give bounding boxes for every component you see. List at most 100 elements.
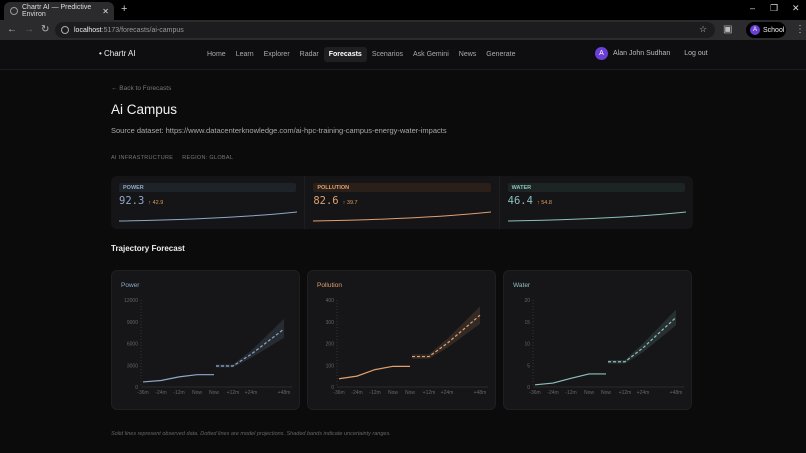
metric-label: POLLUTION xyxy=(313,183,491,192)
profile-button[interactable]: A School xyxy=(746,22,786,38)
x-tick-label: +12m xyxy=(423,390,436,396)
chart-plot: 0 100 200 300 400 -36m -24m -12m Now Now +12m +24m +… xyxy=(326,298,488,396)
close-window-icon[interactable]: ✕ xyxy=(792,3,800,13)
metric-water: WATER 46.4 ↑ 54.8 xyxy=(500,176,693,229)
x-tick-label: +24m xyxy=(637,390,650,396)
back-icon[interactable]: ← xyxy=(7,24,17,35)
nav-link-generate[interactable]: Generate xyxy=(486,51,516,58)
metric-value: 82.6 ↑ 39.7 xyxy=(313,195,490,207)
forecast-chart-pollution: Pollution 0 100 200 300 400 -36m -24m -12m Now Now… xyxy=(307,270,496,410)
x-tick-label: Now xyxy=(209,390,219,396)
user-avatar: A xyxy=(595,47,608,60)
back-to-forecasts-link[interactable]: ← Back to Forecasts xyxy=(111,85,172,92)
chart-plot: 0 3000 6000 9000 12000 -36m -24m -12m Now Now +12m… xyxy=(124,298,292,396)
metric-change: ↑ 42.9 xyxy=(148,200,164,206)
y-tick-label: 100 xyxy=(326,363,335,369)
observed-line xyxy=(534,373,606,386)
x-tick-label: -24m xyxy=(155,390,166,396)
sparkline xyxy=(507,211,686,222)
x-tick-label: +48m xyxy=(670,390,683,396)
url-input[interactable]: localhost:5173/forecasts/ai-campus xyxy=(55,22,715,38)
x-tick-label: -36m xyxy=(137,390,148,396)
forward-icon[interactable]: → xyxy=(24,24,34,35)
page-title: Ai Campus xyxy=(111,102,178,117)
x-tick-label: +48m xyxy=(474,390,487,396)
x-tick-label: -24m xyxy=(547,390,558,396)
x-tick-label: -12m xyxy=(173,390,184,396)
uncertainty-band xyxy=(412,306,480,359)
y-tick-label: 0 xyxy=(331,385,334,391)
x-tick-label: +12m xyxy=(227,390,240,396)
y-tick-label: 5 xyxy=(527,363,530,369)
y-tick-label: 12000 xyxy=(124,298,138,304)
x-tick-label: Now xyxy=(192,390,202,396)
uncertainty-band xyxy=(216,318,284,368)
metric-value: 92.3 ↑ 42.9 xyxy=(119,195,296,207)
tag-region: REGION: GLOBAL xyxy=(182,155,234,161)
x-tick-label: -12m xyxy=(369,390,380,396)
menu-kebab-icon[interactable]: ⋮ xyxy=(795,24,805,35)
new-tab-icon[interactable]: + xyxy=(121,3,128,15)
x-tick-label: Now xyxy=(584,390,594,396)
tab-title: Chartr AI — Predictive Environ xyxy=(22,4,92,18)
forecast-line xyxy=(216,328,285,367)
section-title: Trajectory Forecast xyxy=(111,244,185,253)
brand-name: Chartr AI xyxy=(104,49,136,58)
nav-link-news[interactable]: News xyxy=(458,51,477,58)
forecast-chart-power: Power 0 3000 6000 9000 12000 -36m -24m -12m Now No… xyxy=(111,270,300,410)
nav-link-explorer[interactable]: Explorer xyxy=(263,51,290,58)
metric-power: POWER 92.3 ↑ 42.9 xyxy=(111,176,306,229)
nav-link-forecasts[interactable]: Forecasts xyxy=(323,47,367,62)
chart-title: Pollution xyxy=(317,282,342,289)
sparkline xyxy=(313,211,492,222)
x-tick-label: Now xyxy=(405,390,415,396)
restore-icon[interactable]: ❐ xyxy=(770,3,779,13)
profile-label: School xyxy=(763,26,785,34)
minimize-icon[interactable]: – xyxy=(750,3,756,13)
y-tick-label: 3000 xyxy=(127,363,138,369)
forecast-line xyxy=(608,316,677,363)
x-tick-label: -36m xyxy=(529,390,540,396)
user-name: Alan John Sudhan xyxy=(613,50,671,57)
metric-change: ↑ 54.8 xyxy=(536,200,552,206)
metric-value: 46.4 ↑ 54.8 xyxy=(508,195,685,207)
globe-icon xyxy=(10,7,18,15)
metric-label: POWER xyxy=(119,183,297,192)
x-tick-label: +48m xyxy=(278,390,291,396)
site-info-icon[interactable] xyxy=(61,26,69,34)
site-header: • Chartr AI Home Learn Explorer Radar Foreca… xyxy=(0,40,806,70)
y-tick-label: 300 xyxy=(326,320,335,326)
brand-logo[interactable]: • Chartr AI xyxy=(99,49,136,58)
url-host: localhost xyxy=(74,26,102,34)
close-tab-icon[interactable]: ✕ xyxy=(102,6,109,16)
y-tick-label: 0 xyxy=(527,385,530,391)
forecast-chart-water: Water 0 5 10 15 20 -36m -24m -12m Now Now +12m +24m +… xyxy=(503,270,692,410)
main-nav: Home Learn Explorer Radar Forecasts Scenarios… xyxy=(202,47,520,62)
y-tick-label: 6000 xyxy=(127,342,138,348)
nav-link-radar[interactable]: Radar xyxy=(299,51,319,58)
reload-icon[interactable]: ↻ xyxy=(41,24,50,35)
x-tick-label: +24m xyxy=(441,390,454,396)
tags: AI INFRASTRUCTURE REGION: GLOBAL xyxy=(111,155,233,161)
url-path: :5173/forecasts/ai-campus xyxy=(101,26,184,34)
browser-tab-bar: Chartr AI — Predictive Environ ✕ + – ❐ ✕ xyxy=(0,0,806,20)
nav-link-ask-gemini[interactable]: Ask Gemini xyxy=(412,51,449,58)
metric-number: 82.6 xyxy=(313,195,339,207)
nav-link-learn[interactable]: Learn xyxy=(235,51,254,58)
user-menu[interactable]: A Alan John Sudhan Log out xyxy=(595,47,708,60)
browser-tab[interactable]: Chartr AI — Predictive Environ ✕ xyxy=(4,2,114,20)
x-tick-label: +24m xyxy=(245,390,258,396)
logout-link[interactable]: Log out xyxy=(684,50,708,57)
sparkline xyxy=(119,211,297,222)
metric-summary: POWER 92.3 ↑ 42.9 POLLUTION 82.6 ↑ 39.7 WATER 4… xyxy=(111,176,693,229)
y-tick-label: 15 xyxy=(524,320,530,326)
extensions-icon[interactable]: ▣ xyxy=(723,24,733,35)
bookmark-star-icon[interactable]: ☆ xyxy=(699,24,708,34)
nav-link-home[interactable]: Home xyxy=(207,51,226,58)
y-tick-label: 9000 xyxy=(127,320,138,326)
nav-link-scenarios[interactable]: Scenarios xyxy=(371,51,403,58)
y-tick-label: 200 xyxy=(326,342,335,348)
y-tick-label: 0 xyxy=(135,385,138,391)
y-tick-label: 400 xyxy=(326,298,335,304)
chart-plot: 0 5 10 15 20 -36m -24m -12m Now Now +12m +24m +48m xyxy=(524,298,684,396)
